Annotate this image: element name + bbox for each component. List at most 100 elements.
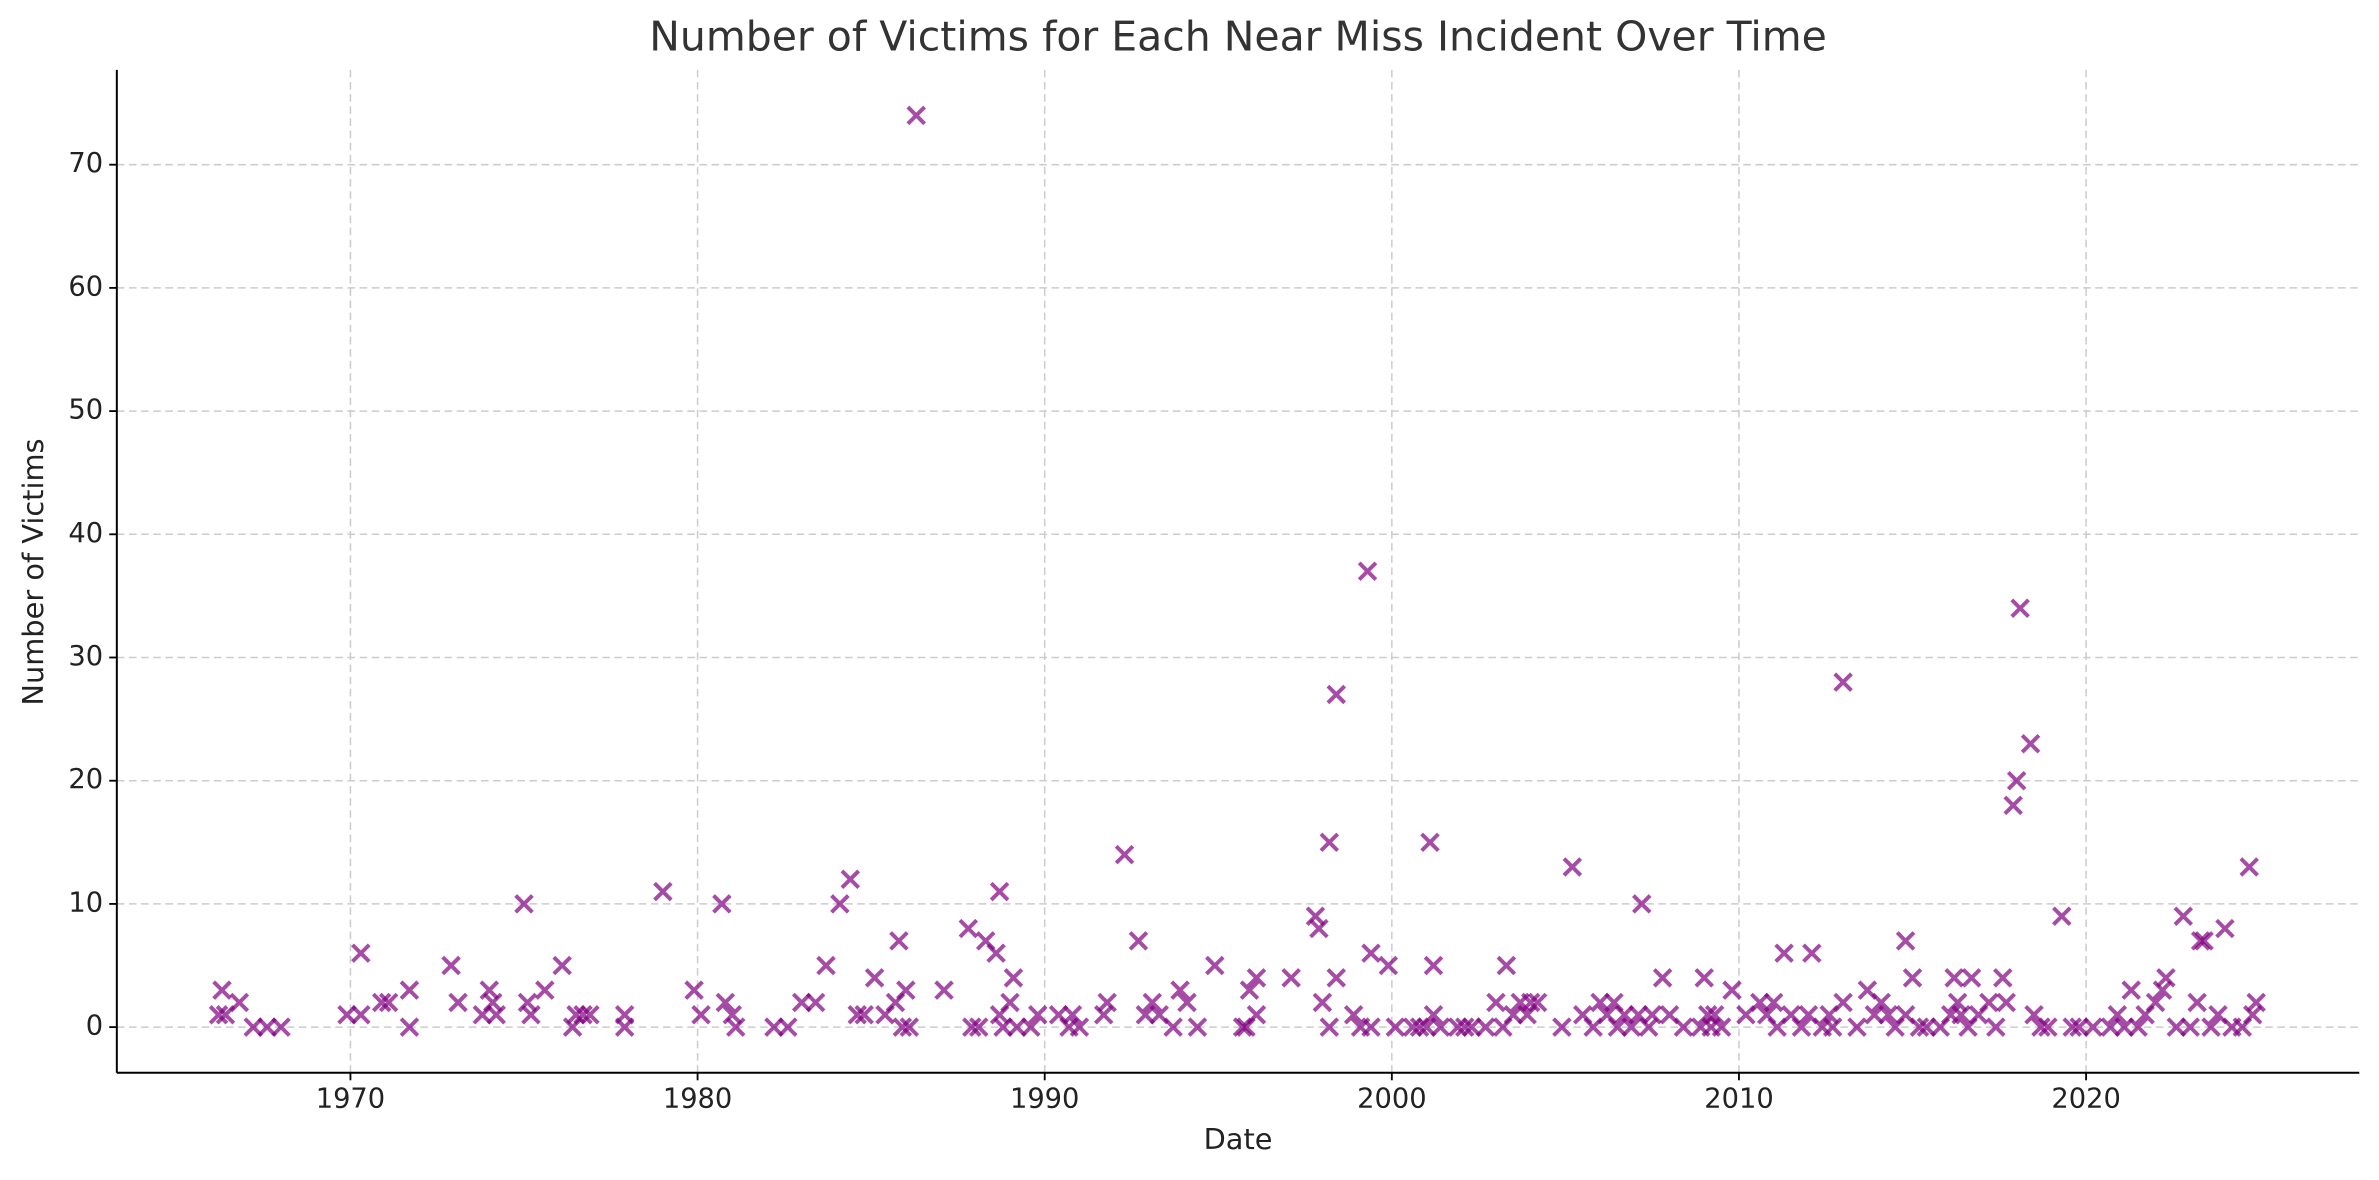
scatter-point [778,1017,798,1037]
scatter-point [1722,980,1742,1000]
y-axis-label: Number of Victims [16,438,50,705]
scatter-point [1833,992,1853,1013]
scatter-point [653,881,673,902]
scatter-point [1552,1017,1572,1037]
scatter-point [958,918,979,939]
scatter-point [726,1017,746,1037]
scatter-point [514,894,534,914]
scatter-point [1632,894,1652,914]
scatter-point [2246,992,2266,1013]
scatter-point [691,1005,711,1025]
scatter-point [2194,931,2214,951]
scatter-point [1944,968,1964,988]
scatter-point [2031,1017,2051,1037]
x-tick-label: 2020 [2051,1084,2120,1115]
scatter-point [614,1005,635,1025]
scatter-point [805,992,826,1013]
x-tick-label: 2010 [1704,1084,1773,1115]
scatter-point [2187,992,2207,1013]
scatter-point [1652,968,1673,988]
scatter-point [1163,1017,1183,1037]
scatter-point [483,992,503,1013]
scatter-point [2201,1017,2221,1037]
scatter-point [1520,992,1541,1013]
scatter-point [2010,598,2030,618]
scatter-point [2190,931,2211,951]
scatter-point [1319,832,1340,853]
scatter-point [1177,992,1197,1013]
scatter-point [889,931,909,951]
scatter-point [1378,955,1399,976]
scatter-point [2242,1005,2263,1025]
scatter-point [1319,1017,1340,1037]
scatter-point [969,1017,989,1037]
scatter-point [1142,992,1163,1013]
scatter-point [1003,968,1024,988]
scatter-point [1385,1017,1406,1037]
scatter-point [1246,1005,1267,1025]
scatter-point [2215,918,2235,939]
scatter-point [1361,943,1381,963]
x-tick-label: 1970 [316,1084,385,1115]
scatter-point [1343,1005,1364,1025]
scatter-point [962,1017,982,1037]
scatter-point [892,1017,913,1037]
scatter-point [864,968,885,988]
scatter-point [2020,734,2041,754]
scatter-point [479,980,500,1000]
scatter-point [535,980,555,1000]
scatter-point [2052,906,2072,926]
x-tick-label: 2000 [1357,1084,1426,1115]
scatter-point [1170,980,1190,1000]
scatter-point [1642,1005,1662,1025]
scatter-point [847,1005,867,1025]
scatter-point [378,992,399,1013]
scatter-point [2173,906,2194,926]
y-tick-label: 10 [68,887,103,918]
x-tick-label: 1980 [663,1084,732,1115]
scatter-point [351,1005,371,1025]
scatter-point [573,1005,593,1025]
scatter-point [1423,1005,1444,1025]
scatter-point [899,1017,920,1037]
scatter-point [399,1017,420,1037]
scatter-point [1326,684,1347,705]
scatter-point [1711,1017,1732,1037]
y-tick-label: 60 [68,271,103,302]
scatter-point [1357,561,1378,582]
scatter-point [2062,1017,2082,1037]
scatter-point [1673,1017,1694,1037]
scatter-point [1638,1017,1659,1037]
scatter-point [1069,1017,1090,1037]
scatter-point [1621,1017,1642,1037]
scatter-point [1062,1005,1083,1025]
scatter-point [840,869,861,890]
scatter-point [854,1005,874,1025]
scatter-point [1847,1017,1867,1037]
scatter-point [1093,1005,1114,1025]
scatter-point [2156,968,2176,988]
scatter-point [1326,968,1347,988]
scatter-point [371,992,392,1013]
scatter-point [1187,1017,1208,1037]
scatter-point [1281,968,1301,988]
scatter-point [1774,943,1794,963]
scatter-point [441,955,461,976]
scatter-point [989,881,1010,902]
scatter-point [1486,992,1506,1013]
chart-title: Number of Victims for Each Near Miss Inc… [649,12,1827,60]
scatter-point [2083,1017,2103,1037]
scatter-point [1475,1017,1496,1037]
scatter-point [1097,992,1117,1013]
scatter-point [715,992,736,1013]
scatter-point [1986,1017,2006,1037]
scatter-point [830,894,850,914]
y-tick-label: 30 [68,641,103,672]
scatter-point [1205,955,1225,976]
scatter-point [906,105,927,126]
scatter-point [1961,968,1982,988]
scatter-point [712,894,732,914]
scatter-point [1791,1017,1812,1037]
scatter-point [1454,1017,1475,1037]
